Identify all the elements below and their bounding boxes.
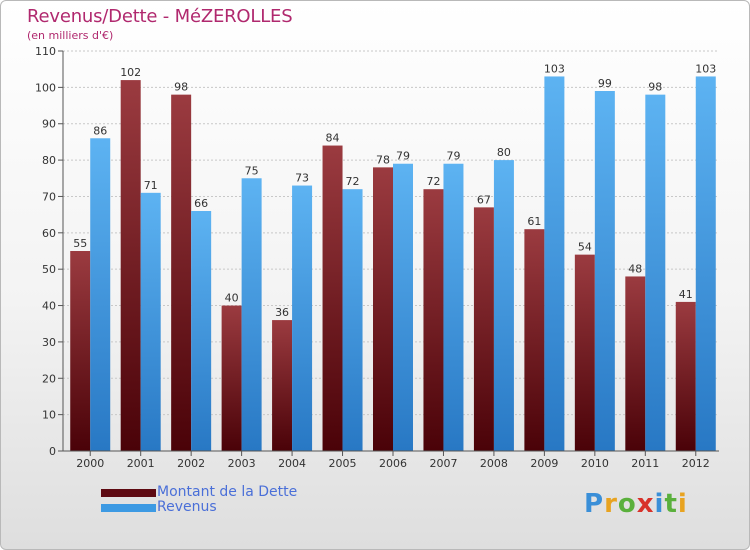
data-label-dette: 67	[477, 193, 491, 206]
bar-revenus	[544, 76, 565, 452]
bar-revenus	[191, 211, 212, 451]
bar-revenus	[292, 185, 313, 451]
bar-revenus	[140, 192, 161, 451]
x-tick-label: 2000	[76, 457, 104, 470]
data-label-revenus: 103	[695, 62, 716, 75]
logo-letter: x	[636, 489, 655, 519]
bar-dette	[574, 254, 595, 451]
y-tick-label: 10	[42, 409, 56, 422]
proxiti-logo: Proxiti	[584, 489, 688, 519]
y-tick-label: 70	[42, 190, 56, 203]
y-tick-label: 0	[49, 445, 56, 458]
bar-revenus	[90, 138, 111, 452]
data-label-revenus: 75	[245, 164, 259, 177]
bar-revenus	[443, 163, 464, 451]
data-label-dette: 98	[174, 81, 188, 94]
data-label-dette: 36	[275, 306, 289, 319]
y-tick-label: 50	[42, 263, 56, 276]
data-label-revenus: 98	[648, 81, 662, 94]
y-tick-label: 20	[42, 372, 56, 385]
legend-label-revenus: Revenus	[157, 499, 217, 515]
y-tick-label: 40	[42, 300, 56, 313]
y-tick-label: 90	[42, 118, 56, 131]
y-tick-label: 60	[42, 227, 56, 240]
bar-dette	[221, 305, 242, 451]
data-label-dette: 61	[527, 215, 541, 228]
bar-dette	[272, 320, 293, 451]
logo-letter: P	[584, 489, 605, 519]
data-label-revenus: 79	[446, 150, 460, 163]
bar-dette	[70, 251, 91, 451]
bar-revenus	[393, 163, 413, 451]
data-label-revenus: 73	[295, 172, 309, 185]
x-tick-label: 2004	[278, 457, 306, 470]
x-tick-label: 2010	[581, 457, 609, 470]
data-label-dette: 55	[73, 237, 87, 250]
data-label-revenus: 103	[544, 62, 565, 75]
data-label-dette: 40	[225, 292, 239, 305]
data-label-revenus: 66	[194, 197, 208, 210]
logo-letter: r	[604, 489, 618, 519]
x-tick-label: 2002	[177, 457, 205, 470]
bar-dette	[171, 94, 192, 452]
x-tick-label: 2006	[379, 457, 407, 470]
bar-revenus	[594, 91, 615, 451]
data-label-dette: 41	[679, 288, 693, 301]
x-tick-label: 2007	[429, 457, 457, 470]
data-label-dette: 54	[578, 241, 592, 254]
y-tick-label: 110	[35, 45, 56, 58]
legend-swatch-revenus	[101, 504, 156, 512]
bar-dette	[473, 207, 494, 451]
data-label-dette: 48	[628, 262, 642, 275]
chart-subtitle: (en milliers d'€)	[27, 29, 114, 42]
data-label-revenus: 80	[497, 146, 511, 159]
bar-revenus	[342, 189, 363, 451]
y-tick-label: 30	[42, 336, 56, 349]
x-tick-label: 2003	[228, 457, 256, 470]
data-label-revenus: 86	[93, 124, 107, 137]
data-label-dette: 78	[376, 153, 390, 166]
bar-revenus	[645, 94, 666, 452]
chart-title: Revenus/Dette - MéZEROLLES	[27, 6, 293, 27]
x-tick-label: 2008	[480, 457, 508, 470]
x-tick-label: 2001	[127, 457, 155, 470]
bar-dette	[625, 276, 646, 451]
logo-letter: o	[617, 489, 637, 519]
data-label-revenus: 99	[598, 77, 612, 90]
data-label-revenus: 79	[396, 150, 410, 163]
bars: 55 86 102 71 98 66 40 75 36 73 84 72 78 79 72 79 67 80 61 1…	[70, 62, 716, 452]
bar-dette	[120, 80, 141, 451]
data-label-dette: 84	[326, 132, 340, 145]
bar-dette	[373, 167, 393, 451]
legend-label-debt: Montant de la Dette	[157, 484, 298, 500]
bar-revenus	[695, 76, 716, 452]
x-tick-label: 2005	[329, 457, 357, 470]
bar-dette	[423, 189, 444, 451]
logo-letter: i	[677, 489, 688, 519]
data-label-revenus: 71	[144, 179, 158, 192]
x-tick-label: 2012	[682, 457, 710, 470]
axes: 0 10 20 30 40 50 60 70 80 90 100 110 2000 2001 2002 200…	[35, 45, 719, 470]
x-tick-label: 2009	[530, 457, 558, 470]
bar-dette	[524, 229, 545, 451]
y-tick-label: 100	[35, 81, 56, 94]
data-label-dette: 102	[120, 66, 141, 79]
data-label-dette: 72	[426, 175, 440, 188]
logo-letter: i	[654, 489, 665, 519]
bar-revenus	[493, 160, 514, 451]
bar-dette	[322, 145, 343, 451]
legend-swatch-debt	[101, 489, 156, 497]
bar-revenus	[241, 178, 262, 452]
y-tick-label: 80	[42, 154, 56, 167]
data-label-revenus: 72	[346, 175, 360, 188]
bar-dette	[675, 301, 696, 451]
logo-letter: t	[664, 489, 678, 519]
x-tick-label: 2011	[631, 457, 659, 470]
